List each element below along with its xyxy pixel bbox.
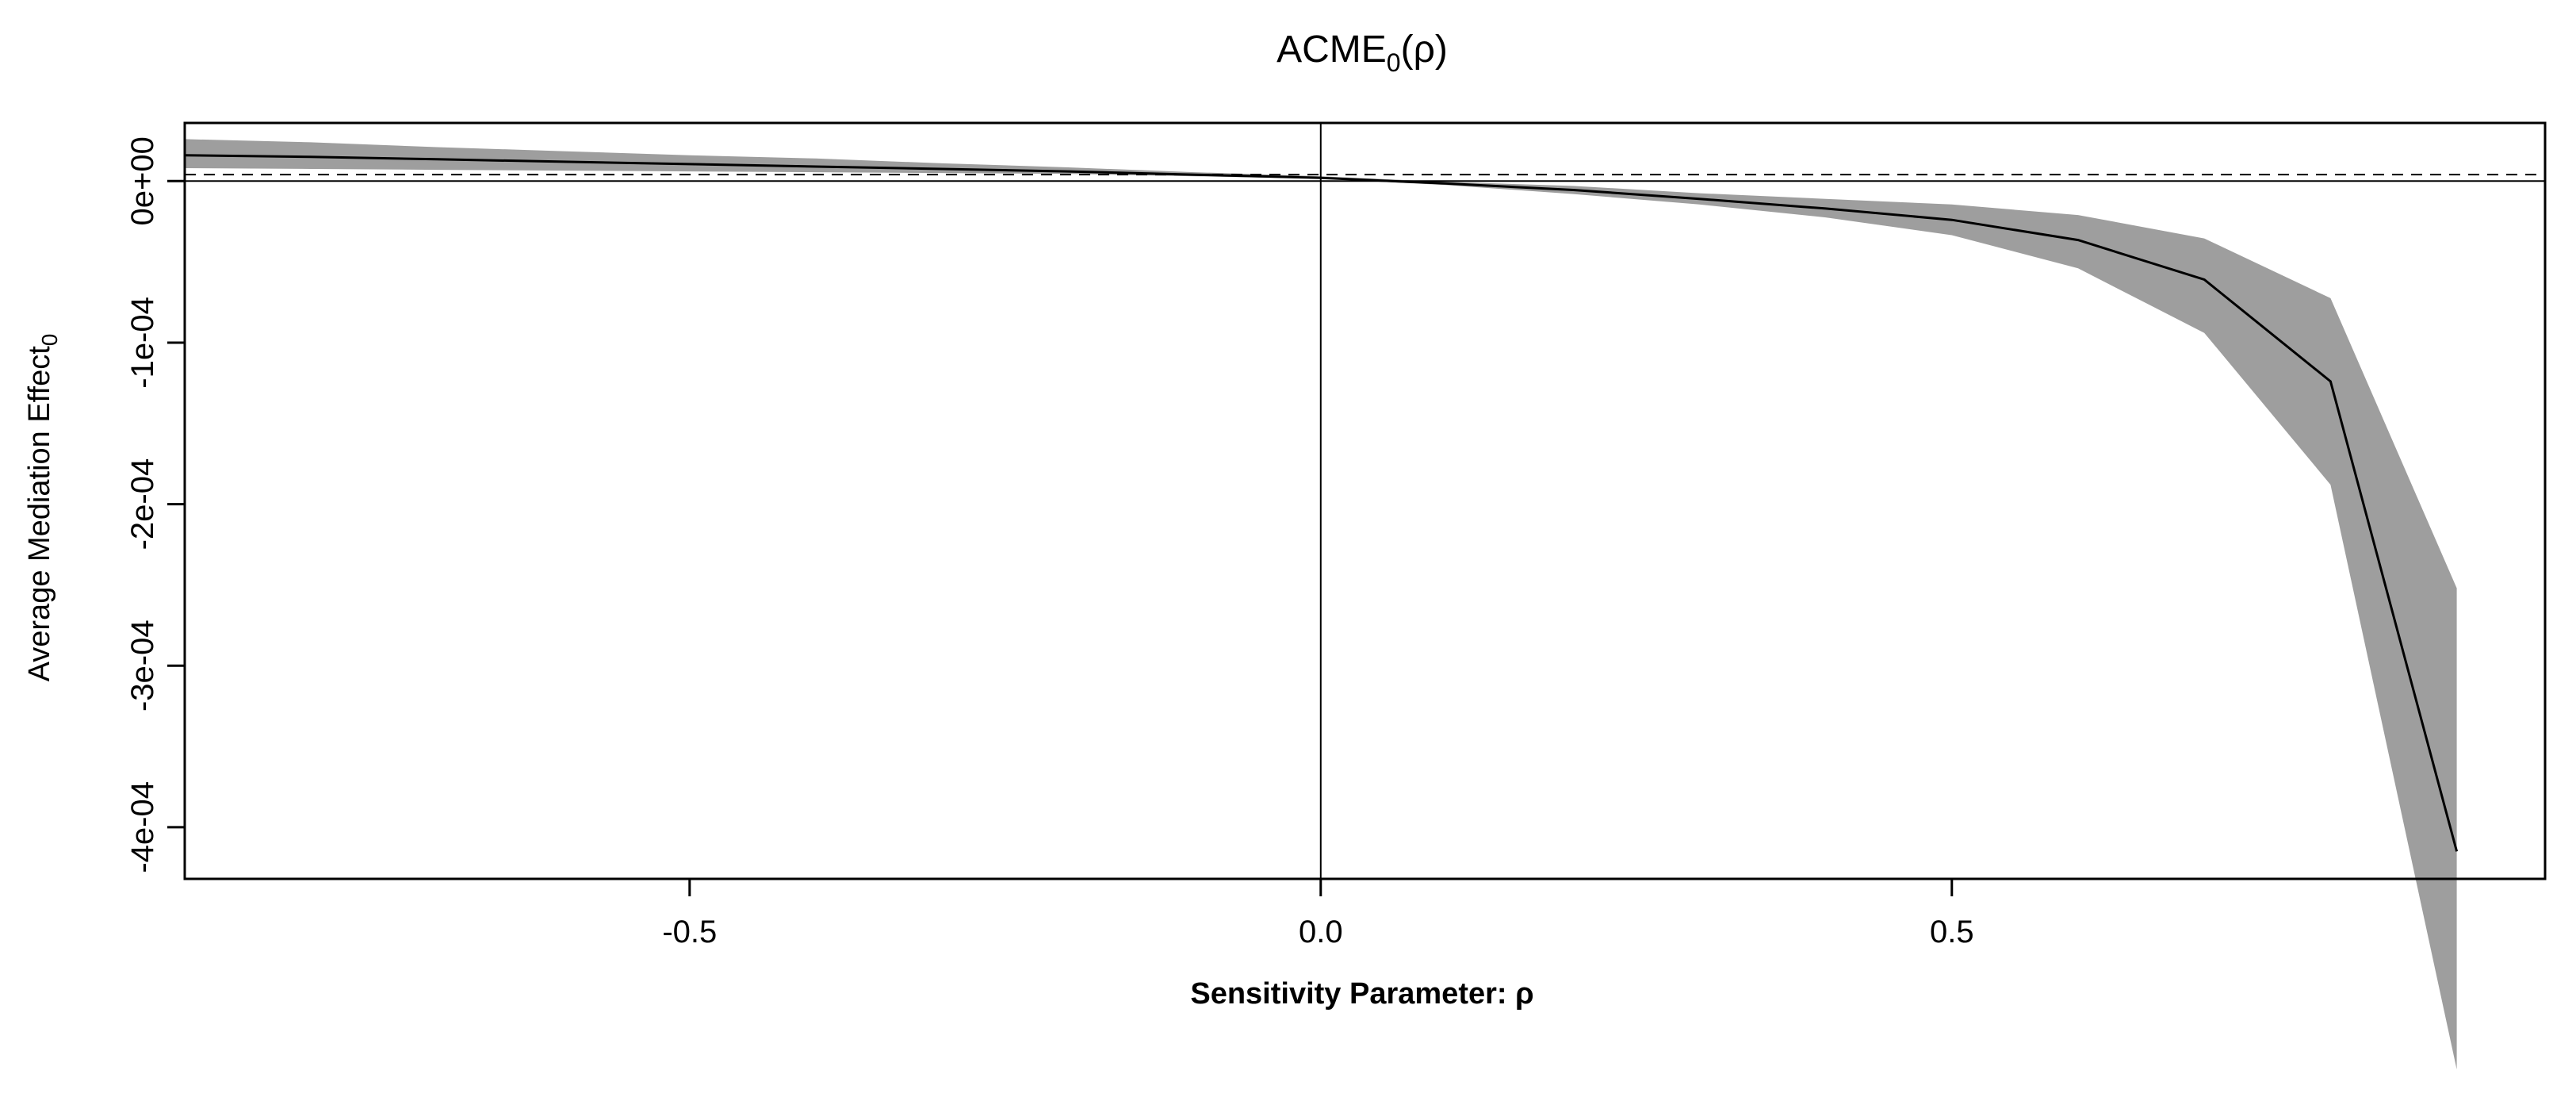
x-tick-label: -0.5 — [662, 915, 717, 949]
y-axis-label-subscript: 0 — [37, 334, 62, 347]
y-axis-label: Average Mediation Effect0 — [23, 334, 62, 682]
x-axis-label: Sensitivity Parameter: ρ — [1190, 977, 1533, 1011]
acme-estimate-line — [184, 154, 2459, 852]
plot-frame — [183, 121, 2547, 880]
x-tick-label: 0.0 — [1299, 915, 1343, 949]
chart-title-tail: (ρ) — [1401, 29, 1448, 71]
y-tick-label: -1e-04 — [125, 297, 160, 389]
chart-title: ACME0(ρ) — [1277, 29, 1448, 77]
chart-title-subscript: 0 — [1387, 48, 1401, 77]
plot-area — [183, 121, 2547, 1070]
axis-ticks: -0.5 0.0 0.5 0e+00 -1e-04 -2e-04 -3e-04 -4e-04 — [125, 136, 1974, 949]
y-tick-label: -3e-04 — [125, 619, 160, 712]
y-tick-label: -4e-04 — [125, 781, 160, 873]
y-tick-label: -2e-04 — [125, 458, 160, 550]
y-tick-label: 0e+00 — [125, 136, 160, 225]
x-tick-label: 0.5 — [1930, 915, 1974, 949]
